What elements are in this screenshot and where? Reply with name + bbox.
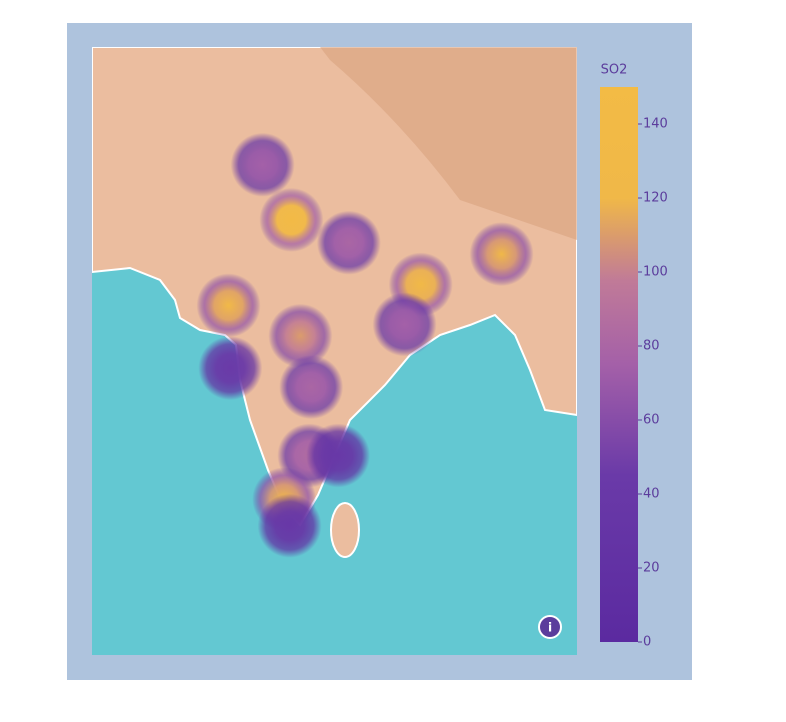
colorbar-tick-label: 60 [643, 413, 660, 428]
heat-spot [259, 187, 324, 252]
island [330, 502, 360, 558]
colorbar-title: SO2 [601, 63, 628, 78]
info-button[interactable] [538, 615, 562, 639]
terrain [320, 47, 577, 240]
colorbar-tick-label: 40 [643, 487, 660, 502]
map: i [92, 47, 577, 655]
heat-spot [268, 303, 333, 368]
colorbar-ticks: 0 20 40 60 80 100 120 140 [638, 117, 668, 650]
heat-spot [198, 336, 263, 401]
heat-spot [196, 273, 261, 338]
colorbar-tick-label: 100 [643, 265, 668, 280]
heat-spot [230, 132, 295, 197]
colorbar-tick-label: 0 [643, 635, 651, 650]
colorbar-tick-label: 80 [643, 339, 660, 354]
heat-spot [306, 423, 371, 488]
heat-spot [469, 222, 534, 287]
info-icon[interactable]: i [548, 621, 552, 635]
colorbar [600, 87, 638, 642]
colorbar-tick-label: 120 [643, 191, 668, 206]
heat-layer [196, 132, 534, 558]
heat-spot [316, 210, 381, 275]
heat-spot [279, 355, 344, 420]
heat-spot [372, 292, 437, 357]
heat-spot [257, 493, 322, 558]
colorbar-tick-label: 20 [643, 561, 660, 576]
colorbar-tick-label: 140 [643, 117, 668, 132]
